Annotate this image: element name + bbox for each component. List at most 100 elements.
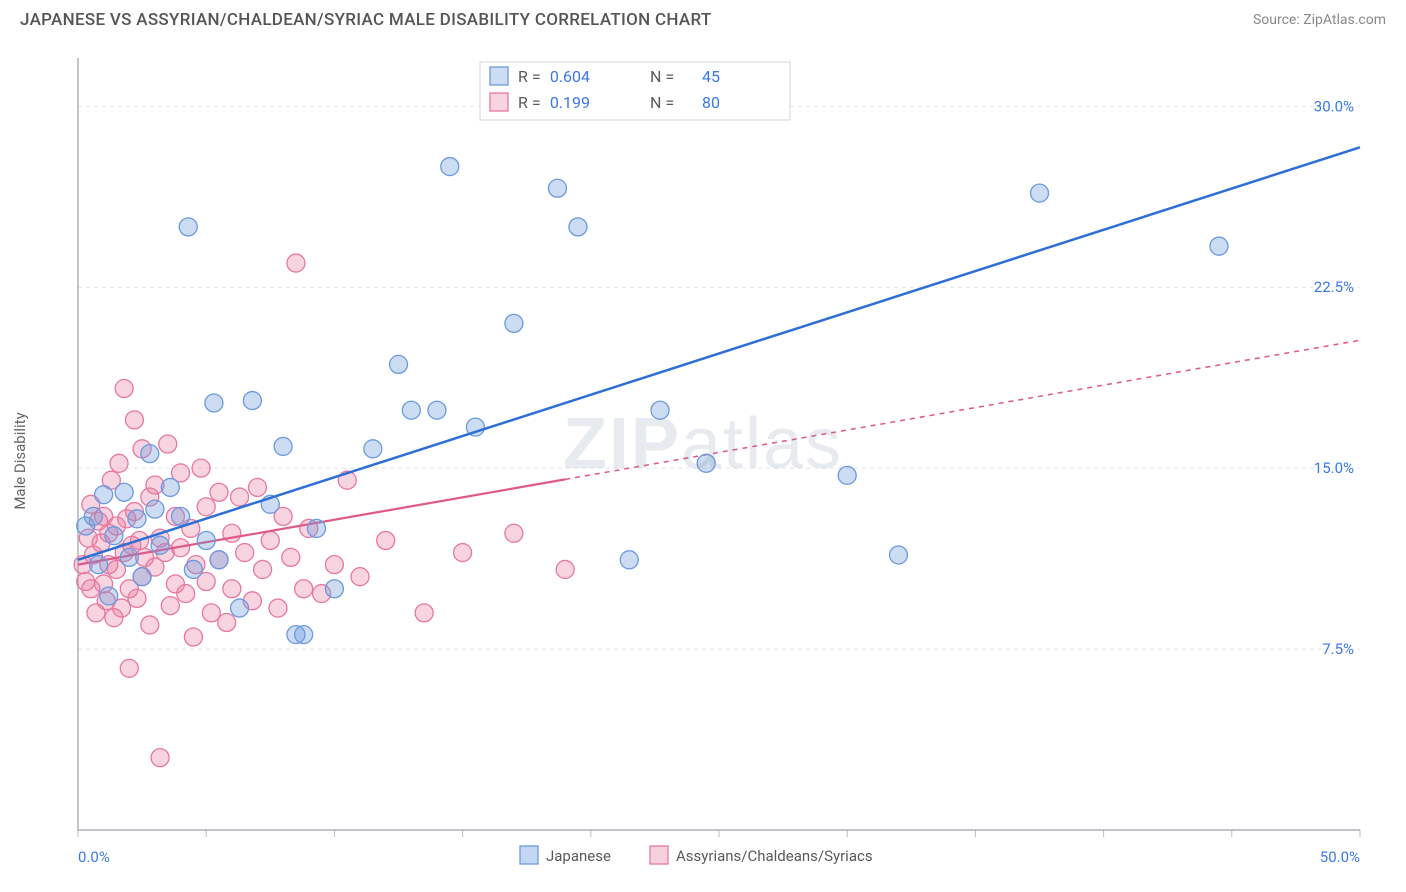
data-point [202, 604, 220, 622]
data-point [325, 556, 343, 574]
x-tick-label: 50.0% [1320, 848, 1360, 866]
data-point [261, 532, 279, 550]
data-point [177, 585, 195, 603]
stats-r-value: 0.604 [550, 67, 590, 86]
data-point [179, 218, 197, 236]
x-tick-label: 0.0% [78, 848, 110, 866]
data-point [364, 440, 382, 458]
data-point [548, 179, 566, 197]
data-point [120, 659, 138, 677]
data-point [151, 749, 169, 767]
y-axis-label: Male Disability [11, 412, 29, 509]
source-attribution: Source: ZipAtlas.com [1253, 12, 1386, 28]
data-point [454, 544, 472, 562]
data-point [223, 580, 241, 598]
data-point [254, 560, 272, 578]
data-point [269, 599, 287, 617]
data-point [161, 597, 179, 615]
data-point [184, 560, 202, 578]
y-tick-label: 30.0% [1314, 97, 1354, 115]
data-point [236, 544, 254, 562]
trend-line-extrapolated [565, 340, 1360, 479]
data-point [105, 527, 123, 545]
data-point [325, 580, 343, 598]
data-point [125, 411, 143, 429]
data-point [115, 380, 133, 398]
legend-swatch [490, 67, 508, 85]
stats-r-value: 0.199 [550, 93, 590, 112]
data-point [210, 483, 228, 501]
legend-swatch [490, 93, 508, 111]
data-point [210, 551, 228, 569]
data-point [128, 510, 146, 528]
data-point [231, 488, 249, 506]
y-tick-label: 15.0% [1314, 459, 1354, 477]
data-point [307, 519, 325, 537]
data-point [569, 218, 587, 236]
stats-n-value: 80 [702, 93, 720, 112]
data-point [95, 486, 113, 504]
data-point [377, 532, 395, 550]
chart-container: Male Disability ZIPatlas 7.5%15.0%22.5%3… [20, 40, 1386, 882]
data-point [197, 532, 215, 550]
data-point [287, 254, 305, 272]
data-point [651, 401, 669, 419]
legend-label: Assyrians/Chaldeans/Syriacs [676, 847, 873, 865]
data-point [838, 466, 856, 484]
y-tick-label: 22.5% [1314, 278, 1354, 296]
data-point [205, 394, 223, 412]
data-point [128, 589, 146, 607]
data-point [248, 478, 266, 496]
data-point [505, 524, 523, 542]
trend-line [78, 147, 1360, 560]
y-tick-label: 7.5% [1322, 640, 1354, 658]
data-point [231, 599, 249, 617]
data-point [556, 560, 574, 578]
legend-label: Japanese [546, 847, 611, 865]
data-point [197, 498, 215, 516]
data-point [84, 507, 102, 525]
data-point [390, 355, 408, 373]
data-point [110, 454, 128, 472]
data-point [274, 437, 292, 455]
chart-title: JAPANESE VS ASSYRIAN/CHALDEAN/SYRIAC MAL… [20, 10, 712, 30]
data-point [159, 435, 177, 453]
data-point [441, 158, 459, 176]
data-point [192, 459, 210, 477]
data-point [161, 478, 179, 496]
data-point [1210, 237, 1228, 255]
data-point [133, 568, 151, 586]
data-point [100, 587, 118, 605]
stats-n-label: N = [650, 93, 674, 112]
legend-swatch [520, 846, 538, 864]
data-point [697, 454, 715, 472]
stats-r-label: R = [518, 93, 541, 112]
data-point [90, 556, 108, 574]
data-point [120, 548, 138, 566]
data-point [151, 536, 169, 554]
data-point [218, 614, 236, 632]
stats-n-value: 45 [702, 67, 720, 86]
data-point [141, 616, 159, 634]
data-point [505, 314, 523, 332]
data-point [295, 580, 313, 598]
data-point [282, 548, 300, 566]
data-point [184, 628, 202, 646]
data-point [415, 604, 433, 622]
data-point [889, 546, 907, 564]
data-point [115, 483, 133, 501]
data-point [172, 507, 190, 525]
data-point [402, 401, 420, 419]
data-point [243, 392, 261, 410]
data-point [428, 401, 446, 419]
stats-n-label: N = [650, 67, 674, 86]
stats-r-label: R = [518, 67, 541, 86]
data-point [620, 551, 638, 569]
data-point [295, 626, 313, 644]
data-point [351, 568, 369, 586]
legend-swatch [650, 846, 668, 864]
data-point [141, 445, 159, 463]
data-point [146, 500, 164, 518]
data-point [1031, 184, 1049, 202]
scatter-chart: 7.5% 15.0% 22.5% 30.0% 0.0% 50.0% R = 0.604 N = 4… [20, 40, 1386, 882]
